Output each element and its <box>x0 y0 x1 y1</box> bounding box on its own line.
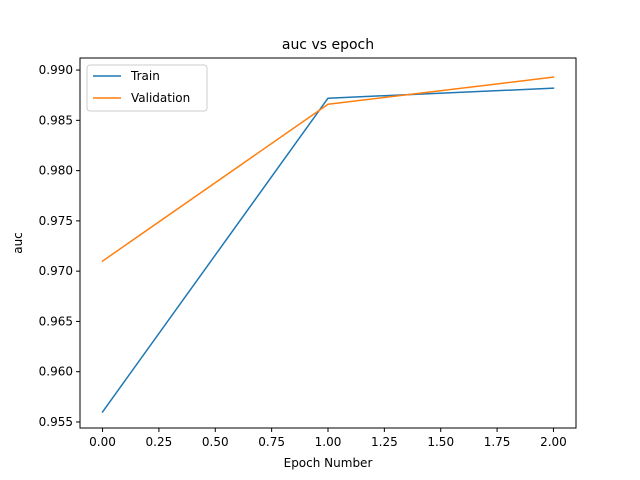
x-tick-label: 0.50 <box>202 435 229 449</box>
series-line-train <box>101 87 555 413</box>
x-tick-label: 0.00 <box>89 435 116 449</box>
legend-label-train: Train <box>130 69 160 83</box>
y-axis-label: auc <box>11 232 25 254</box>
x-tick-label: 1.50 <box>427 435 454 449</box>
y-tick-label: 0.990 <box>39 63 73 77</box>
x-tick-label: 1.75 <box>484 435 511 449</box>
y-tick-label: 0.960 <box>39 365 73 379</box>
plot-frame <box>79 57 577 429</box>
x-tick-label: 0.75 <box>258 435 285 449</box>
chart-title: auc vs epoch <box>282 37 374 53</box>
y-tick-label: 0.975 <box>39 214 73 228</box>
legend-label-validation: Validation <box>131 91 190 105</box>
series-lines <box>101 76 555 413</box>
x-tick-label: 1.00 <box>315 435 342 449</box>
x-axis: 0.00 0.25 0.50 0.75 1.00 1.25 1.50 1.75 2.00 <box>89 428 567 449</box>
y-tick-label: 0.980 <box>39 164 73 178</box>
y-axis: 0.955 0.960 0.965 0.970 0.975 0.980 0.985 0.990 <box>39 63 80 429</box>
y-tick-label: 0.985 <box>39 113 73 127</box>
x-tick-label: 2.00 <box>540 435 567 449</box>
series-line-validation <box>101 76 555 263</box>
y-tick-label: 0.970 <box>39 264 73 278</box>
x-tick-label: 1.25 <box>371 435 398 449</box>
legend: Train Validation <box>86 64 208 112</box>
x-axis-label: Epoch Number <box>284 456 373 470</box>
y-tick-label: 0.955 <box>39 415 73 429</box>
y-tick-label: 0.965 <box>39 314 73 328</box>
x-tick-label: 0.25 <box>146 435 173 449</box>
